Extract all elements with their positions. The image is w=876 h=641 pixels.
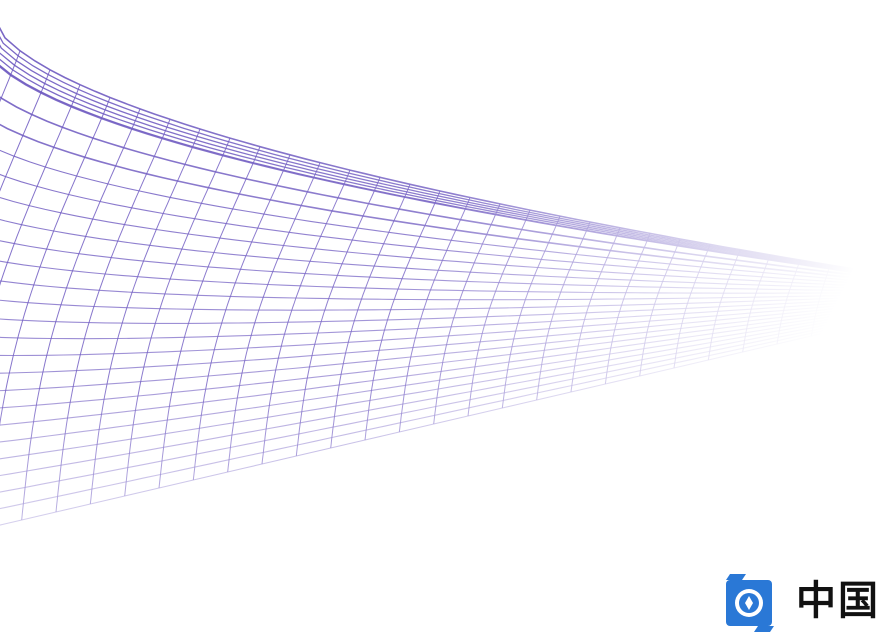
coin-scroll-logo-icon [726,574,774,632]
brand-name: 中国 [796,577,876,624]
brand-lockup: 中国 [720,566,876,636]
